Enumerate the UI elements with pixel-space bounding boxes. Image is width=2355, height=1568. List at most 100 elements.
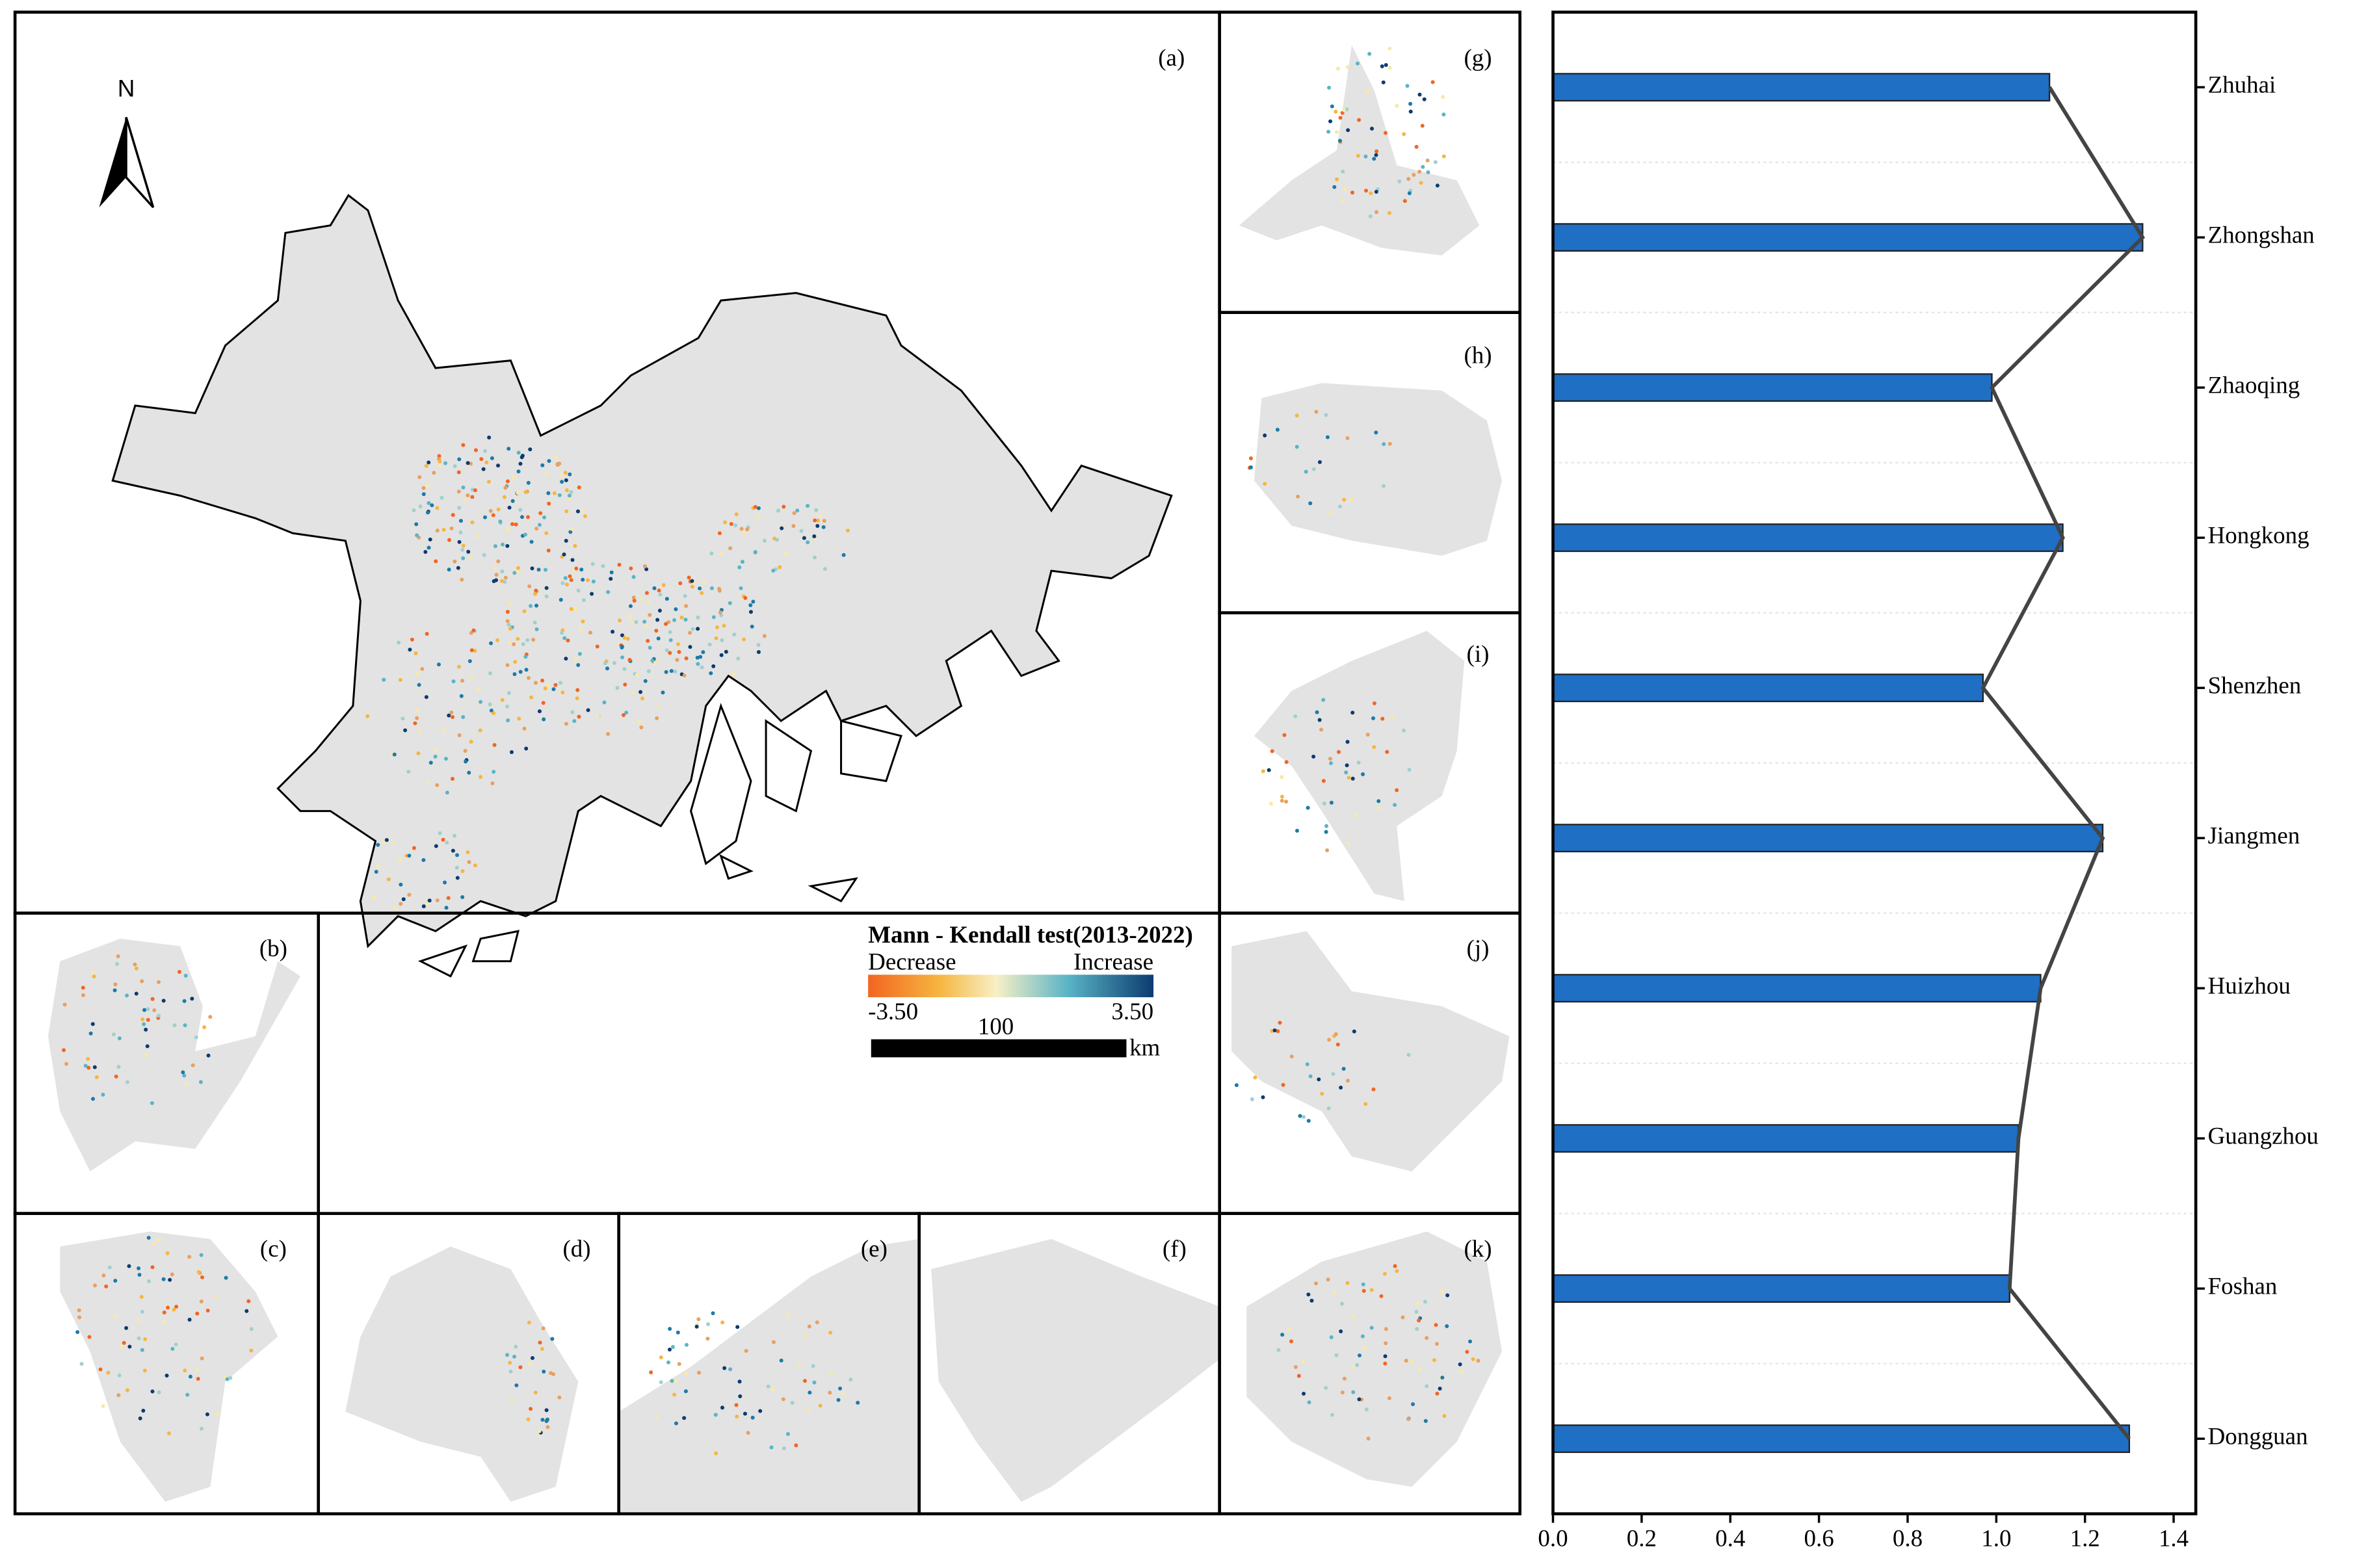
map-dot [1445,1293,1450,1298]
map-dot [1319,727,1324,732]
map-dot [771,1340,776,1344]
x-tick-label: 0.8 [1893,1525,1923,1552]
map-dot [460,869,465,874]
map-dot [140,1348,144,1352]
map-dot [417,683,421,687]
y-tick-label: Zhongshan [2208,222,2315,248]
map-dot [205,1412,209,1417]
map-dot [522,726,527,731]
map-dot [473,448,478,452]
map-dot [822,519,826,523]
map-dot [141,1408,146,1413]
map-dot [441,527,446,532]
map-dot [728,601,732,605]
map-dot [733,523,738,528]
map-dot [174,1342,178,1347]
map-dot [1332,185,1337,189]
map-dot [1347,776,1351,780]
map-dot [401,716,405,721]
map-dot [696,627,700,631]
map-dot [463,748,467,753]
map-dot [1367,51,1372,56]
map-dot [567,497,572,501]
map-dot [1414,144,1419,149]
map-dot [648,646,652,650]
map-dot [640,696,645,701]
map-dot [410,637,414,642]
map-dot [682,1416,687,1420]
map-dot [479,457,484,462]
map-dot [1425,1336,1429,1340]
map-dot [818,1404,822,1408]
map-dot [709,586,714,590]
map-dot [413,721,417,725]
map-dot [1375,210,1379,215]
map-dot [1438,1387,1442,1391]
scale-unit: km [1129,1034,1160,1060]
map-dot [1355,61,1360,66]
map-dot [505,619,510,623]
map-dot [743,532,747,536]
map-dot [399,902,403,906]
map-dot [664,621,668,626]
map-dot [473,863,477,868]
map-dot [684,1372,689,1376]
map-dot [514,522,518,527]
map-dot [1351,1390,1356,1394]
map-dot [1407,768,1412,772]
map-dot [1445,1324,1449,1329]
map-dot [644,624,648,629]
map-dot [581,577,585,582]
map-dot [399,882,403,887]
map-dot [374,869,378,874]
map-dot [804,1334,808,1339]
map-dot [398,857,402,862]
map-dot [694,1324,699,1329]
map-dot [508,1361,512,1365]
map-dot [115,962,120,967]
map-dot [1388,66,1392,70]
map-dot [1345,65,1350,70]
map-dot [1330,104,1334,109]
map-dot [473,649,477,653]
map-dot [569,490,573,494]
map-dot [746,1431,750,1435]
map-dot [682,673,687,678]
map-dot [202,1025,207,1030]
map-dot [1353,813,1358,818]
color-bar [868,974,1154,998]
map-dot [91,1097,96,1101]
map-dot [415,533,419,538]
map-dot [664,670,668,674]
map-dot [1371,1087,1376,1091]
map-k [1246,1231,1502,1487]
map-dot [1402,199,1407,203]
map-dot [460,547,465,552]
map-dot [1458,1362,1462,1366]
map-dot [658,592,663,597]
map-dot [222,1374,227,1379]
map-dot [564,657,568,661]
map-dot [1344,770,1349,775]
map-dot [696,1317,701,1322]
map-dot [1261,769,1265,774]
panel-label: (b) [259,935,287,962]
map-dot [86,1056,90,1061]
map-h [1254,383,1502,556]
map-dot [500,569,505,574]
map-dot [631,595,636,600]
map-dot [1409,1359,1414,1364]
map-dot [1370,126,1375,131]
map-dot [602,700,607,705]
map-dot [183,1368,187,1373]
map-dot [1351,1314,1356,1319]
map-dot [466,461,470,465]
map-dot [550,1337,555,1341]
map-dot [780,526,784,530]
map-dot [707,642,712,647]
map-dot [528,447,533,452]
map-dot [496,507,501,512]
map-dot [1363,1346,1367,1350]
map-dot [526,1417,531,1422]
